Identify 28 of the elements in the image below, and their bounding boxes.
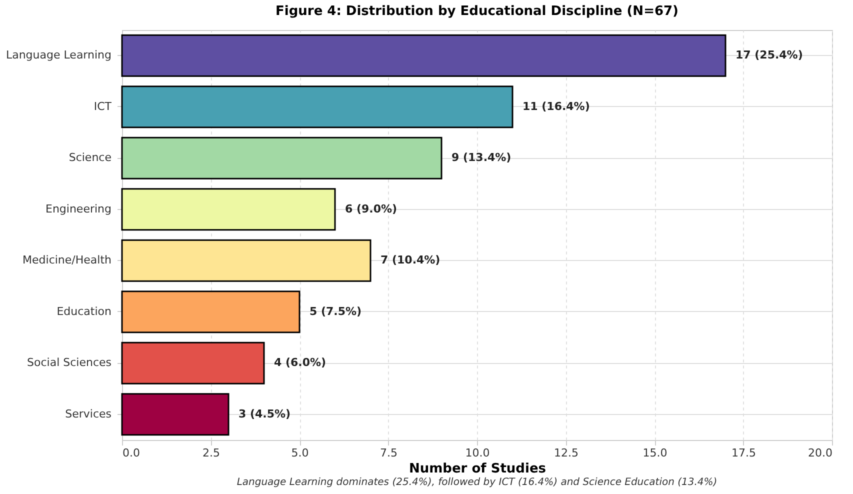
x-tick-label: 20.0: [808, 446, 832, 460]
data-label: 17 (25.4%): [736, 48, 803, 62]
data-label: 4 (6.0%): [274, 356, 326, 370]
data-label: 9 (13.4%): [452, 151, 512, 164]
chart-title: Figure 4: Distribution by Educational Discipline (N=67): [276, 4, 678, 19]
x-tick-label: 0.0: [122, 446, 140, 460]
y-tick-label: Language Learning: [6, 48, 112, 62]
data-label: 3 (4.5%): [238, 407, 291, 420]
x-axis-title: Number of Studies: [408, 462, 546, 476]
data-label: 7 (10.4%): [380, 254, 440, 267]
y-tick-label: Education: [56, 304, 112, 318]
y-tick-label: Services: [65, 407, 112, 420]
x-tick-label: 5.0: [291, 446, 309, 460]
y-tick-label: Engineering: [46, 202, 112, 216]
y-tick-label: Science: [68, 151, 112, 164]
y-tick-label: Social Sciences: [27, 356, 112, 370]
data-label: 5 (7.5%): [310, 304, 362, 318]
x-tick-label: 12.5: [554, 446, 578, 460]
data-label: 6 (9.0%): [345, 202, 398, 216]
x-tick-label: 17.5: [732, 446, 756, 460]
data-label: 11 (16.4%): [522, 100, 590, 113]
x-tick-label: 10.0: [465, 446, 490, 460]
y-tick-label: Medicine/Health: [22, 254, 112, 267]
x-tick-label: 2.5: [202, 446, 220, 460]
x-tick-label: 15.0: [642, 446, 668, 460]
y-tick-label: ICT: [94, 100, 112, 113]
x-tick-label: 7.5: [380, 446, 398, 460]
text: Language Learning dominates (25.4%), followed by ICT (16.4%) and Science Education (13.4%): [236, 477, 718, 488]
